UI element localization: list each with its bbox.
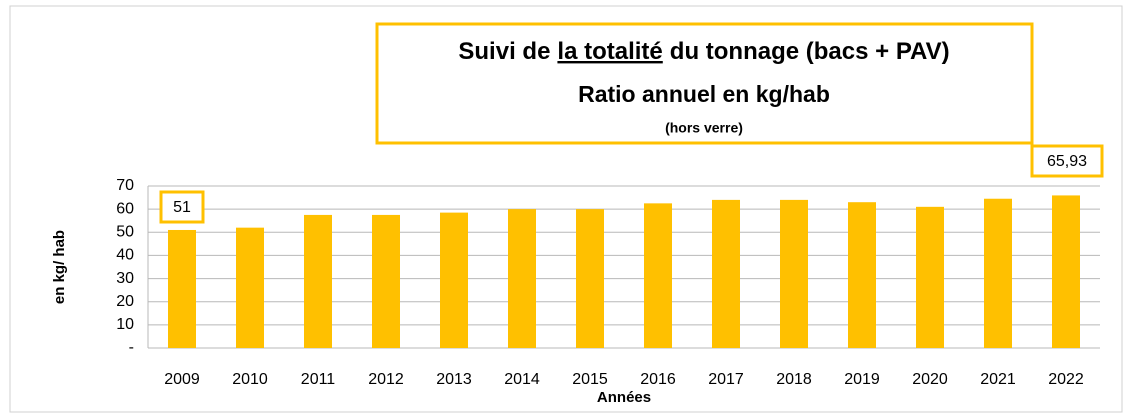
title-underlined: la totalité (557, 38, 662, 65)
bar (372, 214, 400, 348)
value-label-box (159, 190, 205, 224)
bar (576, 209, 604, 348)
y-tick-label: 30 (116, 270, 134, 287)
x-tick-label: 2009 (164, 371, 200, 388)
x-axis-label: Années (597, 389, 651, 406)
bar (508, 209, 536, 348)
bar (984, 198, 1012, 348)
y-tick-label: - (129, 339, 134, 356)
x-tick-label: 2017 (708, 371, 744, 388)
y-tick-label: 50 (116, 224, 134, 241)
bar (916, 206, 944, 348)
y-tick-label: 20 (116, 293, 134, 310)
title-box (375, 22, 1034, 145)
bar (236, 227, 264, 348)
x-tick-label: 2018 (776, 371, 812, 388)
y-tick-label: 10 (116, 316, 134, 333)
bar (644, 203, 672, 348)
chart-title: Suivi de la totalité du tonnage (bacs + PA… (458, 38, 949, 65)
x-tick-label: 2015 (572, 371, 608, 388)
x-tick-label: 2011 (301, 371, 336, 388)
x-tick-label: 2012 (368, 371, 404, 388)
title-part: du tonnage (bacs + PAV) (670, 38, 950, 65)
y-tick-label: 70 (116, 177, 134, 194)
chart-frame (9, 5, 1123, 413)
value-label: 65,93 (1047, 153, 1087, 170)
y-tick-label: 40 (116, 247, 134, 264)
x-tick-label: 2020 (912, 371, 948, 388)
x-tick-label: 2021 (980, 371, 1016, 388)
x-tick-label: 2013 (436, 371, 472, 388)
bar (440, 212, 468, 348)
x-tick-label: 2019 (844, 371, 880, 388)
chart-note: (hors verre) (665, 120, 743, 136)
bar (712, 199, 740, 348)
x-tick-label: 2016 (640, 371, 676, 388)
bar (780, 199, 808, 348)
x-tick-label: 2022 (1048, 371, 1084, 388)
title-part: Suivi de (458, 38, 550, 65)
value-label-box (1030, 144, 1104, 178)
value-label: 51 (173, 199, 191, 216)
bar (168, 229, 196, 348)
x-tick-label: 2010 (232, 371, 268, 388)
bar (304, 214, 332, 348)
y-axis-label: en kg/ hab (51, 230, 68, 304)
y-tick-label: 60 (116, 200, 134, 217)
bar (1052, 195, 1080, 348)
bar (848, 202, 876, 348)
chart-subtitle: Ratio annuel en kg/hab (578, 81, 830, 107)
x-tick-label: 2014 (504, 371, 540, 388)
